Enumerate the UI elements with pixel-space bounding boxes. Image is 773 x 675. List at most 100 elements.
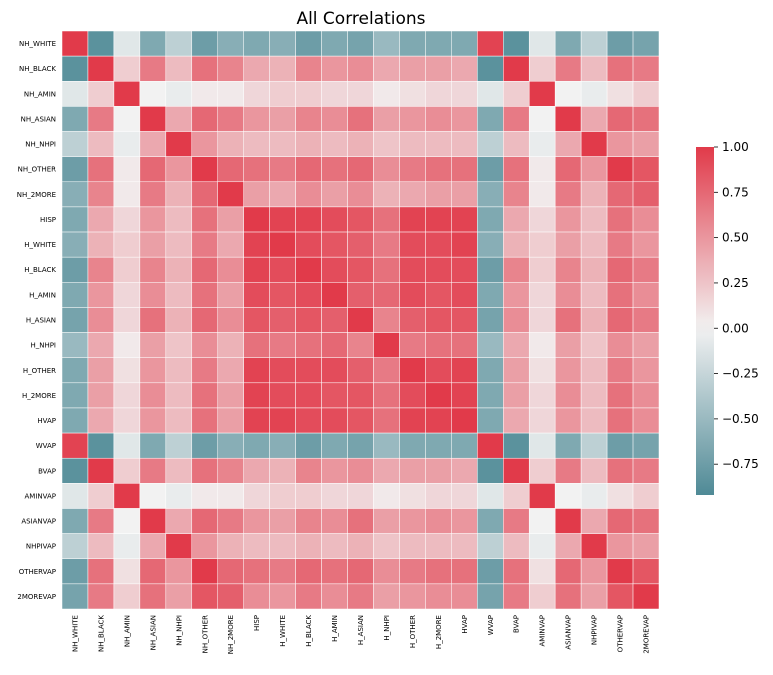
heatmap-cell-NH_BLACK-H_2MORE <box>425 55 452 82</box>
heatmap-cell-NH_WHITE-NH_BLACK <box>87 30 115 57</box>
heatmap-cell-HISP-NH_BLACK <box>87 206 115 233</box>
heatmap-cell-HVAP-WVAP <box>477 407 504 434</box>
heatmap-cell-H_BLACK-ASIANVAP <box>554 256 582 283</box>
heatmap-cell-H_NHPI-NH_ASIAN <box>139 332 167 358</box>
heatmap-cell-NH_2MORE-H_AMIN <box>321 181 348 208</box>
heatmap-cell-NH_OTHER-NHPIVAP <box>580 156 608 183</box>
row-label-NH_NHPI: NH_NHPI <box>25 141 56 149</box>
heatmap-cell-NH_ASIAN-NH_AMIN <box>113 106 141 132</box>
heatmap-cell-NH_BLACK-H_AMIN <box>321 55 348 82</box>
heatmap-cell-H_WHITE-H_BLACK <box>295 231 322 258</box>
row-label-OTHERVAP: OTHERVAP <box>19 568 56 576</box>
heatmap-cell-H_AMIN-HVAP <box>451 282 478 308</box>
heatmap-cell-NH_NHPI-NH_WHITE <box>61 131 89 157</box>
heatmap-cell-BVAP-NH_AMIN <box>113 457 141 484</box>
heatmap-cell-H_OTHER-H_BLACK <box>295 357 322 384</box>
heatmap-cell-NH_2MORE-H_ASIAN <box>347 181 374 208</box>
heatmap-cell-NH_OTHER-OTHERVAP <box>606 156 634 183</box>
heatmap-cell-NH_ASIAN-AMINVAP <box>528 106 556 132</box>
heatmap-cell-H_OTHER-NH_WHITE <box>61 357 89 384</box>
heatmap-cell-OTHERVAP-ASIANVAP <box>554 558 582 585</box>
column-label-NH_ASIAN: NH_ASIAN <box>149 615 157 650</box>
heatmap-cell-OTHERVAP-BVAP <box>503 558 530 585</box>
heatmap-cell-H_2MORE-OTHERVAP <box>606 382 634 409</box>
heatmap-cell-HISP-H_WHITE <box>269 206 296 233</box>
heatmap-cell-NH_BLACK-NH_2MORE <box>217 55 244 82</box>
heatmap-cell-H_WHITE-H_AMIN <box>321 231 348 258</box>
heatmap-cell-H_OTHER-HVAP <box>451 357 478 384</box>
heatmap-cell-ASIANVAP-H_ASIAN <box>347 508 374 534</box>
heatmap-cell-2MOREVAP-H_2MORE <box>425 583 452 610</box>
heatmap-cell-H_BLACK-H_ASIAN <box>347 256 374 283</box>
heatmap-cell-NH_BLACK-NH_NHPI <box>165 55 193 82</box>
heatmap-cell-H_ASIAN-H_ASIAN <box>347 307 374 333</box>
heatmap-cell-ASIANVAP-NHPIVAP <box>580 508 608 534</box>
heatmap-cell-NH_OTHER-H_OTHER <box>399 156 426 183</box>
heatmap-cell-H_NHPI-H_2MORE <box>425 332 452 358</box>
heatmap-cell-WVAP-HVAP <box>451 432 478 459</box>
heatmap-cell-H_NHPI-HISP <box>243 332 270 358</box>
heatmap-cell-NH_NHPI-H_2MORE <box>425 131 452 157</box>
heatmap-cell-NH_ASIAN-NH_NHPI <box>165 106 193 132</box>
heatmap-cell-WVAP-ASIANVAP <box>554 432 582 459</box>
heatmap-cell-ASIANVAP-HVAP <box>451 508 478 534</box>
heatmap-cell-BVAP-AMINVAP <box>528 457 556 484</box>
heatmap-cell-H_ASIAN-BVAP <box>503 307 530 333</box>
heatmap-cell-NH_BLACK-HISP <box>243 55 270 82</box>
heatmap-cell-OTHERVAP-OTHERVAP <box>606 558 634 585</box>
heatmap-cell-NH_OTHER-WVAP <box>477 156 504 183</box>
heatmap-cell-ASIANVAP-NH_ASIAN <box>139 508 167 534</box>
chart-title: All Correlations <box>296 9 425 29</box>
column-label-H_AMIN: H_AMIN <box>331 615 339 642</box>
heatmap-cell-H_OTHER-H_NHPI <box>373 357 400 384</box>
heatmap-cell-2MOREVAP-WVAP <box>477 583 504 610</box>
row-label-NH_BLACK: NH_BLACK <box>19 65 56 73</box>
heatmap-cell-HISP-NH_ASIAN <box>139 206 167 233</box>
heatmap-cell-NHPIVAP-NH_AMIN <box>113 533 141 559</box>
heatmap-cell-NH_OTHER-NH_BLACK <box>87 156 115 183</box>
heatmap-cell-NH_OTHER-HISP <box>243 156 270 183</box>
heatmap-cell-WVAP-HISP <box>243 432 270 459</box>
heatmap-cell-H_ASIAN-ASIANVAP <box>554 307 582 333</box>
row-label-H_ASIAN: H_ASIAN <box>26 317 56 325</box>
heatmap-cell-NH_AMIN-OTHERVAP <box>606 81 634 107</box>
heatmap-cell-NH_BLACK-H_WHITE <box>269 55 296 82</box>
heatmap-cell-H_ASIAN-NHPIVAP <box>580 307 608 333</box>
heatmap-cell-H_2MORE-H_OTHER <box>399 382 426 409</box>
heatmap-cell-NH_NHPI-H_OTHER <box>399 131 426 157</box>
heatmap-cell-NH_2MORE-NH_WHITE <box>61 181 89 208</box>
heatmap-cell-NH_OTHER-H_2MORE <box>425 156 452 183</box>
column-label-H_NHPI: H_NHPI <box>383 615 391 641</box>
heatmap-cell-H_AMIN-NH_NHPI <box>165 282 193 308</box>
heatmap-cell-NH_ASIAN-WVAP <box>477 106 504 132</box>
heatmap-cell-H_AMIN-H_ASIAN <box>347 282 374 308</box>
heatmap-cell-NH_OTHER-2MOREVAP <box>632 156 660 183</box>
heatmap-cell-NH_ASIAN-ASIANVAP <box>554 106 582 132</box>
heatmap-cell-OTHERVAP-NH_OTHER <box>191 558 218 585</box>
heatmap-cell-NHPIVAP-H_AMIN <box>321 533 348 559</box>
heatmap-cell-H_2MORE-NHPIVAP <box>580 382 608 409</box>
heatmap-cell-H_BLACK-2MOREVAP <box>632 256 660 283</box>
heatmap-cell-H_OTHER-2MOREVAP <box>632 357 660 384</box>
heatmap-cell-H_AMIN-WVAP <box>477 282 504 308</box>
heatmap-cell-ASIANVAP-BVAP <box>503 508 530 534</box>
heatmap-cell-H_2MORE-BVAP <box>503 382 530 409</box>
heatmap-cell-NH_AMIN-NH_WHITE <box>61 81 89 107</box>
heatmap-cell-BVAP-NH_2MORE <box>217 457 244 484</box>
heatmap-cell-H_WHITE-NH_AMIN <box>113 231 141 258</box>
heatmap-cell-H_AMIN-H_AMIN <box>321 282 348 308</box>
heatmap-cell-NH_BLACK-WVAP <box>477 55 504 82</box>
heatmap-cell-WVAP-H_AMIN <box>321 432 348 459</box>
heatmap-cell-NH_AMIN-NH_BLACK <box>87 81 115 107</box>
heatmap-cell-ASIANVAP-H_OTHER <box>399 508 426 534</box>
heatmap-cell-AMINVAP-NH_OTHER <box>191 483 218 509</box>
heatmap-cell-H_BLACK-HVAP <box>451 256 478 283</box>
heatmap-cell-NH_NHPI-NH_OTHER <box>191 131 218 157</box>
heatmap-cell-AMINVAP-NH_2MORE <box>217 483 244 509</box>
heatmap-cell-NH_2MORE-H_NHPI <box>373 181 400 208</box>
heatmap-cell-NH_OTHER-NH_NHPI <box>165 156 193 183</box>
heatmap-cell-ASIANVAP-NH_2MORE <box>217 508 244 534</box>
column-label-NHPIVAP: NHPIVAP <box>591 615 599 645</box>
heatmap-cell-BVAP-H_WHITE <box>269 457 296 484</box>
heatmap-cell-NH_WHITE-NH_OTHER <box>191 30 218 57</box>
